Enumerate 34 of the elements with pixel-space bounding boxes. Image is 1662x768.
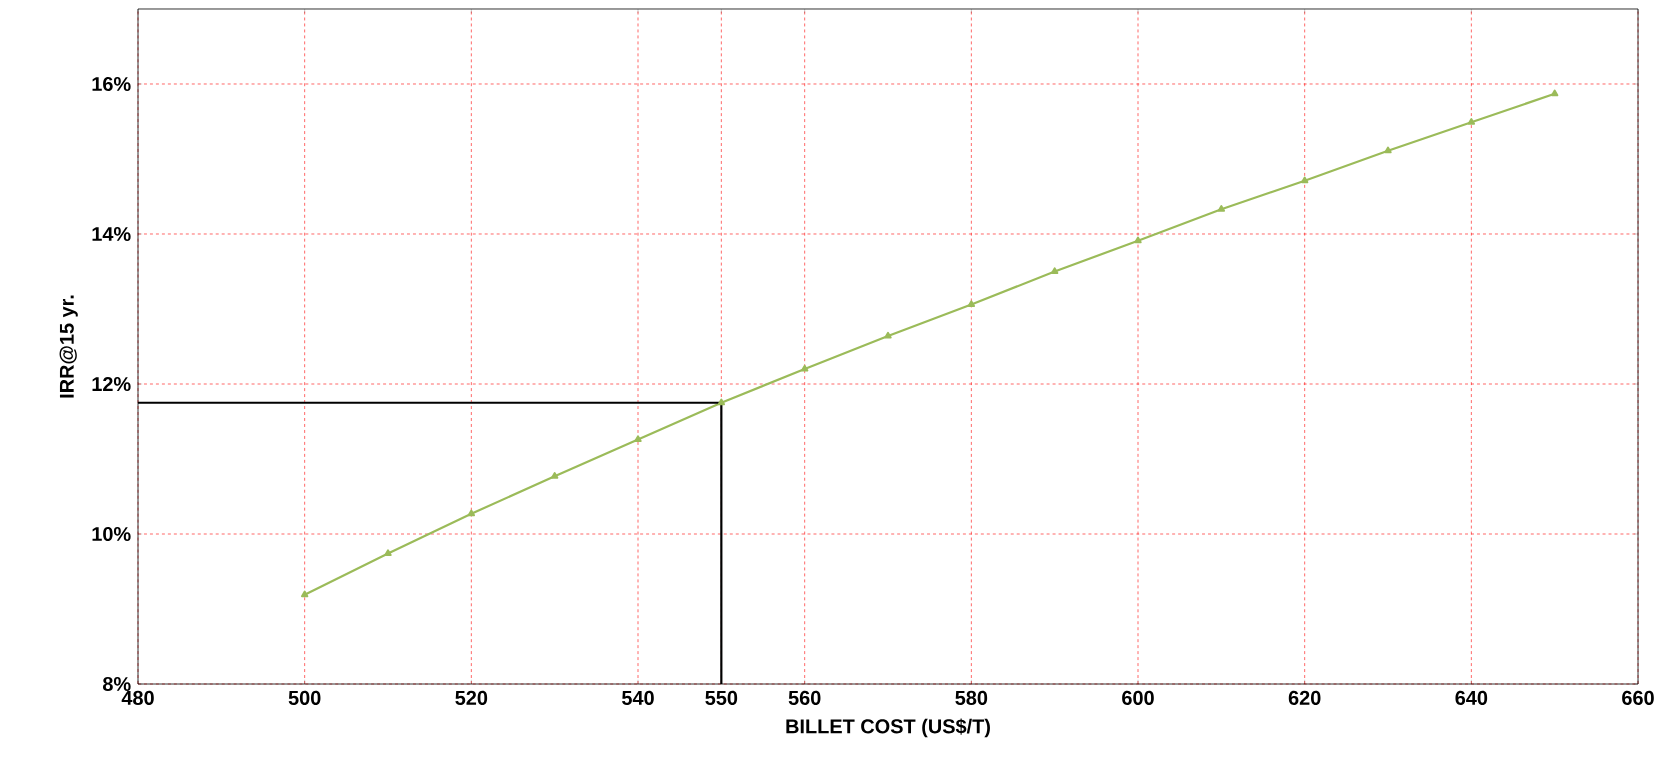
x-axis-title: BILLET COST (US$/T) [786, 718, 990, 738]
point [467, 509, 476, 517]
point [1550, 89, 1559, 97]
point [800, 364, 809, 372]
x-tick-label: 640 [1455, 690, 1488, 705]
point [634, 435, 642, 443]
x-tick-label: 560 [788, 690, 821, 705]
point [1300, 176, 1309, 184]
x-tick-label: 620 [1288, 690, 1321, 705]
point [884, 331, 892, 339]
x-tick-label: 580 [955, 690, 988, 705]
y-tick-label: 14% [92, 226, 131, 242]
point [1467, 118, 1476, 125]
point [1384, 146, 1392, 154]
y-tick-label: 10% [92, 526, 131, 542]
point [1217, 205, 1226, 212]
point [300, 590, 309, 598]
x-tick-label: 550 [705, 690, 738, 705]
point [1134, 236, 1142, 244]
point [717, 398, 726, 406]
x-tick-label: 540 [621, 690, 654, 705]
x-tick-label: 600 [1122, 690, 1154, 705]
y-tick-label: 16% [92, 76, 131, 92]
y-tick-label: 12% [92, 376, 131, 392]
x-tick-label: 500 [288, 690, 321, 705]
point [550, 472, 559, 479]
point [967, 300, 976, 308]
y-axis-title: IRR@15 yr. [59, 295, 78, 398]
x-tick-label: 520 [455, 690, 488, 705]
x-tick-label: 660 [1622, 690, 1654, 705]
x-tick-label: 480 [121, 690, 154, 705]
y-tick-label: 8% [102, 676, 131, 692]
point [384, 549, 392, 557]
point [1050, 267, 1059, 275]
